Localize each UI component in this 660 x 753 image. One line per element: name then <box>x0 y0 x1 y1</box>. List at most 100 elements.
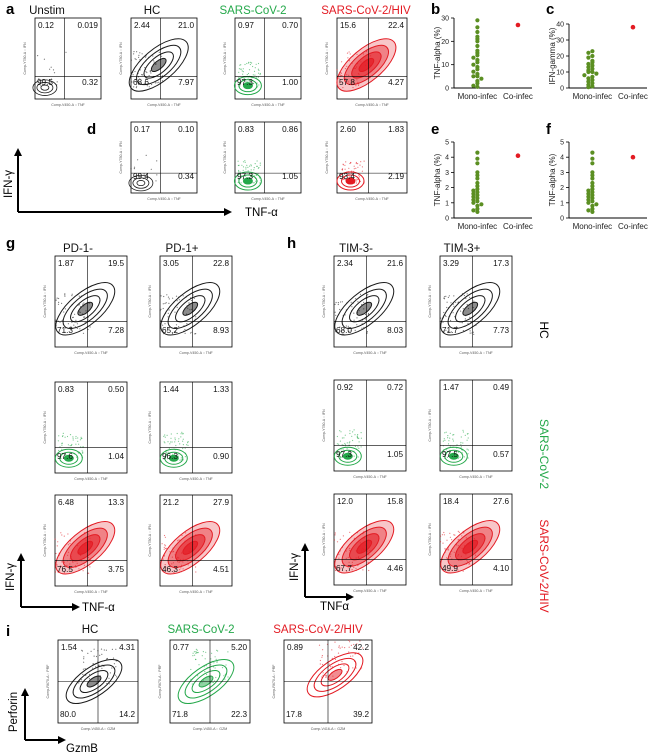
event-dot <box>145 174 147 176</box>
event-dot <box>448 440 450 442</box>
panel-label-c: c <box>546 1 554 18</box>
event-dot <box>76 562 78 564</box>
event-dot <box>182 440 184 442</box>
event-dot <box>356 53 358 56</box>
mono-infec-point <box>586 55 591 60</box>
co-infec-point <box>630 154 636 160</box>
event-dot <box>358 441 360 443</box>
event-dot <box>345 161 347 163</box>
x-category-label: Co-infec <box>503 222 533 231</box>
event-dot <box>182 433 184 435</box>
event-dot <box>248 69 251 71</box>
quadrant-ll: 97.6 <box>57 452 73 461</box>
event-dot <box>187 442 189 444</box>
event-dot <box>467 457 469 459</box>
event-dot <box>352 431 354 433</box>
event-dot <box>442 542 444 544</box>
event-dot <box>467 561 469 563</box>
event-dot <box>334 534 336 536</box>
event-dot <box>168 302 170 304</box>
event-dot <box>253 169 255 171</box>
comp-axis-y: Comp-Y780-A :: IFN <box>119 42 123 75</box>
event-dot <box>66 564 68 567</box>
event-dot <box>347 556 349 559</box>
event-dot <box>467 437 469 439</box>
event-dot <box>182 295 184 297</box>
event-dot <box>463 294 465 297</box>
event-dot <box>75 435 77 438</box>
event-dot <box>196 649 198 651</box>
event-dot <box>452 438 454 440</box>
event-dot <box>145 71 147 73</box>
event-dot <box>195 652 197 655</box>
event-dot <box>175 444 177 447</box>
mono-infec-point <box>586 69 591 75</box>
event-dot <box>195 316 197 318</box>
panel-label-e: e <box>431 121 439 138</box>
quadrant-ul: 0.89 <box>287 643 303 652</box>
comp-axis-y: Comp-Y780-A :: IFN <box>325 42 329 75</box>
event-dot <box>335 301 337 304</box>
dot-plot-b: 0 10 20 30 TNF-alpha (%) Mono-infec Co-infec <box>433 16 533 102</box>
event-dot <box>336 443 338 445</box>
event-dot <box>335 314 337 316</box>
quadrant-ul: 3.29 <box>443 259 459 268</box>
event-dot <box>350 655 352 657</box>
plot-frame <box>439 255 513 348</box>
event-dot <box>345 325 347 327</box>
event-dot <box>173 571 175 574</box>
co-infec-point <box>515 22 521 28</box>
event-dot <box>462 570 464 572</box>
event-dot <box>238 164 240 166</box>
event-dot <box>215 676 217 679</box>
quadrant-ur: 15.8 <box>387 497 403 506</box>
event-dot <box>348 167 350 169</box>
event-dot <box>134 78 137 81</box>
event-dot <box>473 300 475 302</box>
event-dot <box>242 161 245 163</box>
event-dot <box>81 450 83 452</box>
quadrant-ll: 71.7 <box>442 326 458 335</box>
event-dot <box>341 444 343 446</box>
event-dot <box>444 439 446 441</box>
event-dot <box>144 67 146 69</box>
event-dot <box>135 87 137 89</box>
contour-ring <box>333 446 362 466</box>
event-dot <box>89 566 91 568</box>
event-dot <box>111 667 113 669</box>
contour-ring <box>77 301 94 316</box>
event-dot <box>84 316 86 318</box>
event-dot <box>337 452 339 454</box>
event-dot <box>54 538 56 540</box>
event-dot <box>346 65 348 67</box>
event-dot <box>82 303 84 305</box>
event-dot <box>253 167 255 169</box>
event-dot <box>349 547 351 550</box>
contour-ring <box>238 174 258 188</box>
event-dot <box>457 539 459 541</box>
mono-infec-point <box>590 74 595 79</box>
event-dot <box>453 305 455 307</box>
event-dot <box>348 330 350 332</box>
event-dot <box>339 81 341 83</box>
event-dot <box>210 658 212 660</box>
mono-infec-point <box>594 202 599 207</box>
event-dot <box>70 444 73 447</box>
event-dot <box>182 561 184 563</box>
event-dot <box>339 538 341 541</box>
event-dot <box>330 666 332 668</box>
event-dot <box>258 69 260 71</box>
event-dot <box>64 454 66 456</box>
event-dot <box>355 167 357 169</box>
event-dot <box>339 74 341 76</box>
event-dot <box>55 552 57 555</box>
event-dot <box>444 314 446 317</box>
event-dot <box>456 567 458 569</box>
quadrant-lr: 22.3 <box>231 710 247 719</box>
event-dot <box>449 555 451 557</box>
event-dot <box>133 166 136 168</box>
event-dot <box>244 63 246 66</box>
mono-infec-point <box>475 187 480 192</box>
event-dot <box>88 678 91 680</box>
event-dot <box>361 303 363 306</box>
